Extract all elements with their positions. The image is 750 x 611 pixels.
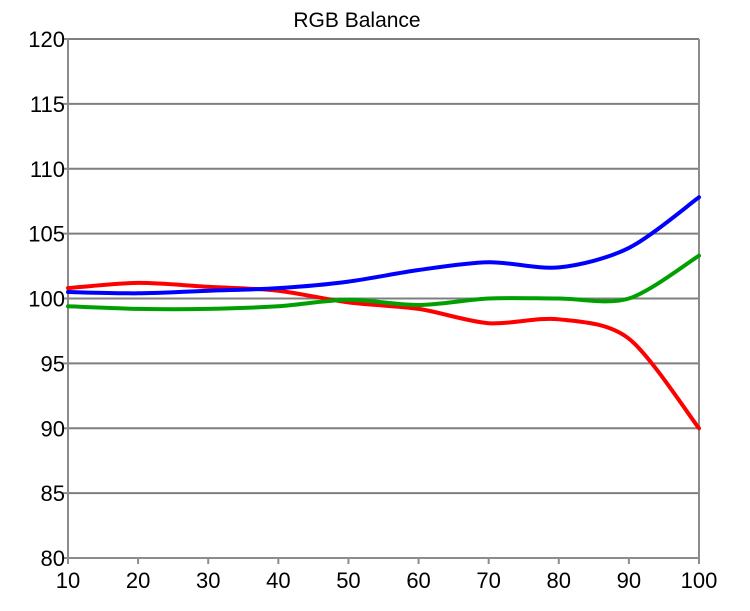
y-tick-label-120: 120 <box>28 27 65 52</box>
series-line-2 <box>66 195 701 296</box>
data-point-1-3 <box>276 304 280 308</box>
chart-title: RGB Balance <box>293 9 420 32</box>
data-point-2-6 <box>487 260 491 264</box>
data-point-1-1 <box>136 307 140 311</box>
x-tick-label-10: 10 <box>56 568 80 593</box>
x-axis-ticks: 10 20 30 40 50 60 70 80 90 100 <box>56 558 718 593</box>
y-tick-label-95: 95 <box>41 351 65 376</box>
data-point-1-4 <box>346 298 350 302</box>
y-axis-ticks: 80 85 90 95 100 105 110 115 120 <box>28 27 68 571</box>
data-point-0-7 <box>557 317 561 321</box>
x-tick-label-80: 80 <box>547 568 571 593</box>
data-point-1-6 <box>487 297 491 300</box>
y-tick-label-85: 85 <box>41 481 65 506</box>
y-tick-label-80: 80 <box>41 546 65 571</box>
data-point-2-1 <box>136 291 140 295</box>
y-tick-label-100: 100 <box>28 287 65 312</box>
data-point-2-5 <box>417 268 421 272</box>
x-tick-label-50: 50 <box>336 568 360 593</box>
data-point-0-0 <box>66 286 70 290</box>
data-point-2-2 <box>206 289 210 293</box>
data-point-1-2 <box>206 307 210 311</box>
series-line-0 <box>66 280 701 431</box>
data-point-1-7 <box>557 297 561 300</box>
x-tick-label-40: 40 <box>266 568 290 593</box>
data-point-2-9 <box>697 195 701 199</box>
y-tick-label-90: 90 <box>41 416 65 441</box>
series-lines <box>66 195 701 431</box>
y-tick-label-110: 110 <box>30 157 65 182</box>
data-point-0-8 <box>627 337 631 341</box>
data-point-2-0 <box>66 290 70 294</box>
data-point-0-9 <box>697 426 701 430</box>
data-point-2-7 <box>557 265 561 269</box>
data-point-1-0 <box>66 304 70 308</box>
x-tick-label-70: 70 <box>476 568 500 593</box>
y-tick-label-115: 115 <box>30 92 65 117</box>
y-tick-label-105: 105 <box>28 222 65 247</box>
data-point-0-2 <box>206 285 210 289</box>
data-point-0-5 <box>417 307 421 311</box>
x-tick-label-90: 90 <box>617 568 641 593</box>
data-point-1-5 <box>417 303 421 307</box>
data-point-2-8 <box>627 246 631 250</box>
x-tick-label-60: 60 <box>406 568 430 593</box>
series-line-1 <box>66 253 701 312</box>
gridlines <box>68 38 699 559</box>
x-tick-label-20: 20 <box>126 568 150 593</box>
x-tick-label-100: 100 <box>681 568 718 593</box>
data-point-2-4 <box>346 280 350 284</box>
data-point-2-3 <box>276 286 280 290</box>
x-tick-label-30: 30 <box>196 568 220 593</box>
data-point-0-6 <box>487 321 491 325</box>
data-point-0-1 <box>136 281 140 285</box>
data-point-1-8 <box>627 297 631 300</box>
data-point-1-9 <box>697 254 701 258</box>
